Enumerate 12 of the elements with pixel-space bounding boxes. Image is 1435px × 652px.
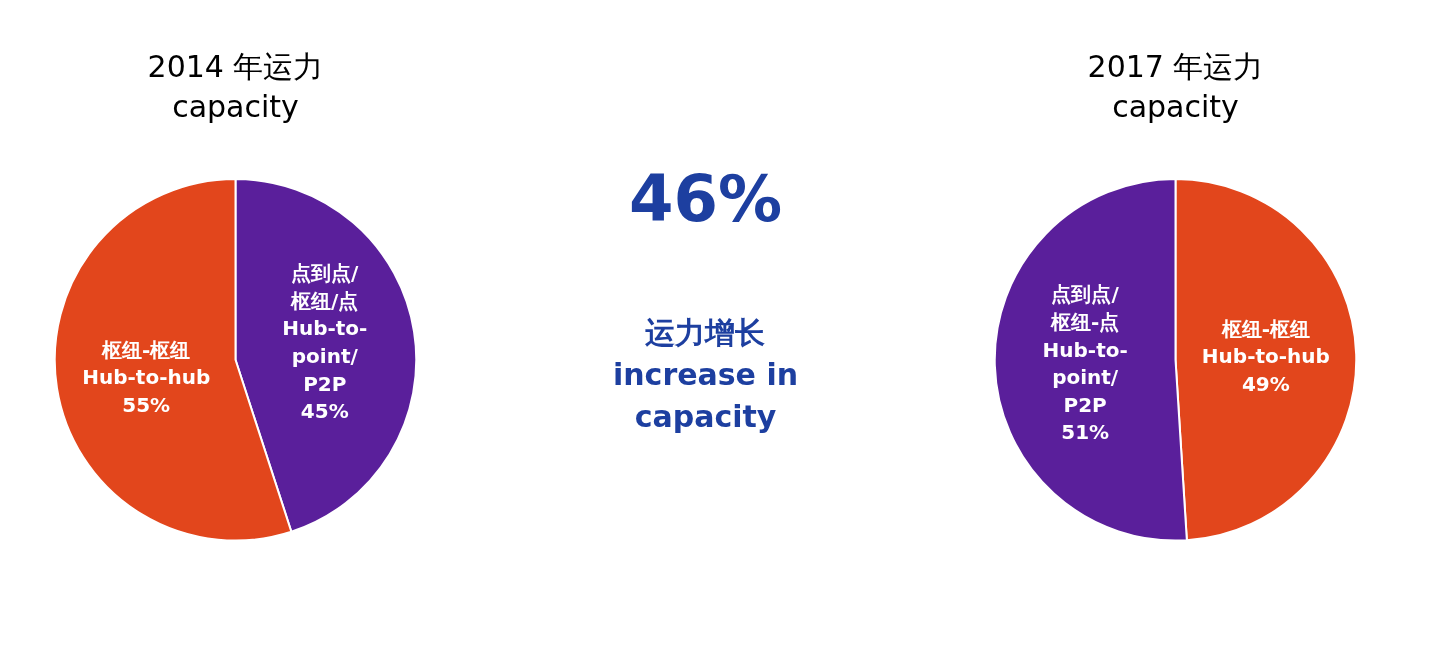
slice-label: 点到点/ 枢纽-点 Hub-to- point/ P2P <box>1042 282 1128 417</box>
chart-title: 2017 年运力 capacity <box>1087 48 1264 125</box>
slice-label: 枢纽-枢纽 Hub-to-hub <box>82 337 211 390</box>
data-label: 51% <box>1061 420 1110 445</box>
slice-label: 枢纽-枢纽 Hub-to-hub <box>1201 316 1330 369</box>
chart-title: 2014 年运力 capacity <box>147 48 324 125</box>
data-label: 55% <box>122 392 171 417</box>
text: 运力增长 increase in capacity <box>612 314 799 434</box>
data-label: 49% <box>1241 371 1290 396</box>
text: 46% <box>628 162 783 237</box>
data-label: 45% <box>300 399 349 424</box>
slice-label: 点到点/ 枢纽/点 Hub-to- point/ P2P <box>282 261 368 396</box>
